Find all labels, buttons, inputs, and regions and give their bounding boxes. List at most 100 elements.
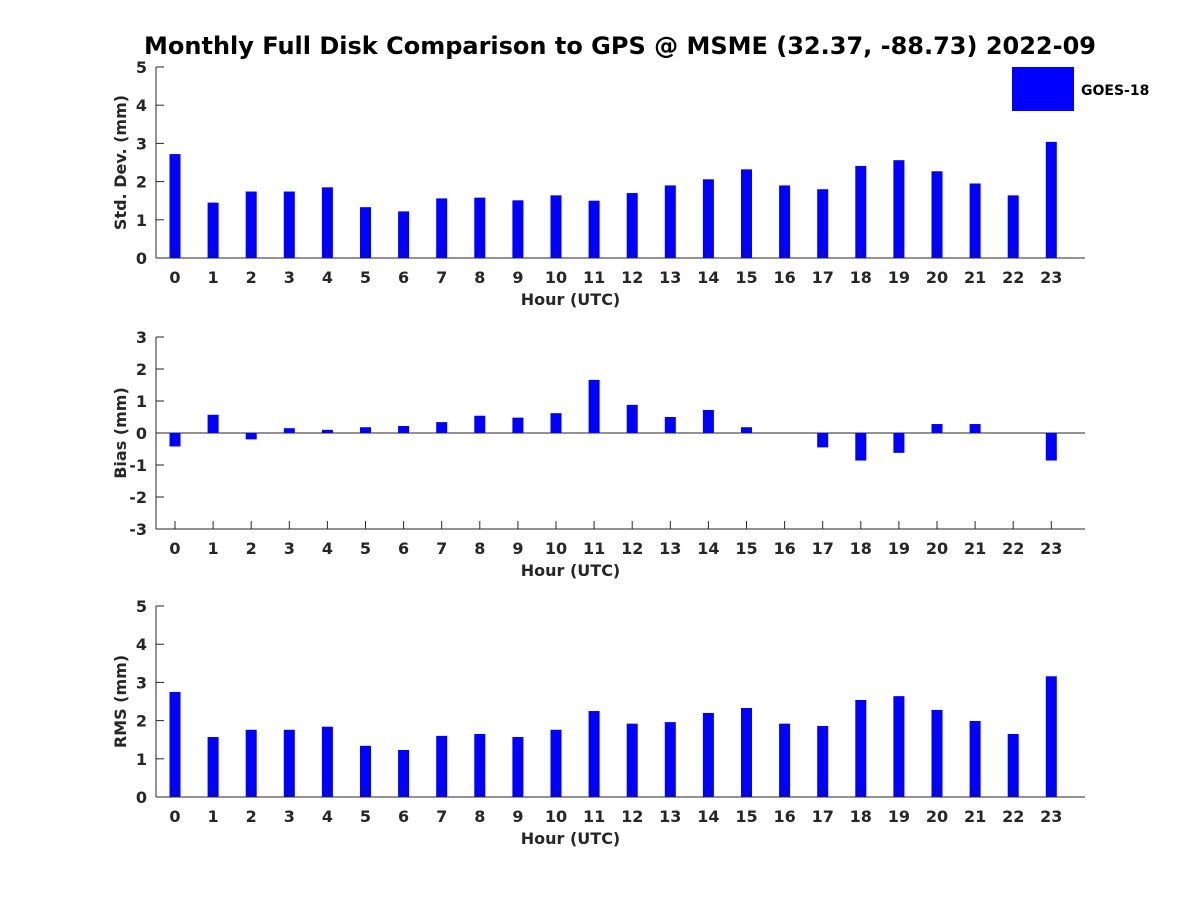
bar	[245, 191, 257, 258]
bar	[169, 433, 181, 447]
bar	[169, 154, 181, 258]
y-tick-label: 0	[136, 249, 147, 268]
x-tick-label: 3	[284, 539, 295, 558]
x-tick-label: 2	[246, 539, 257, 558]
bar	[741, 707, 752, 797]
x-tick-label: 5	[360, 268, 371, 287]
x-tick-label: 6	[398, 807, 409, 826]
x-tick-label: 12	[621, 539, 643, 558]
bar	[893, 696, 905, 797]
bar	[702, 179, 714, 258]
y-tick-label: 5	[136, 58, 147, 77]
bar	[512, 417, 524, 433]
bar	[474, 197, 486, 258]
x-tick-label: 20	[926, 807, 948, 826]
x-tick-label: 0	[169, 807, 180, 826]
bar	[398, 425, 410, 433]
bar	[550, 729, 562, 797]
bar	[1045, 433, 1057, 461]
bar	[626, 723, 638, 797]
bar	[207, 737, 219, 797]
bar	[626, 193, 638, 258]
y-tick-label: 2	[136, 173, 147, 192]
x-tick-label: 17	[812, 539, 834, 558]
x-tick-label: 11	[583, 807, 605, 826]
x-tick-label: 22	[1002, 807, 1024, 826]
bar	[893, 160, 905, 258]
bar	[626, 404, 638, 433]
y-tick-label: 2	[136, 712, 147, 731]
bar	[702, 712, 714, 797]
x-tick-label: 11	[583, 539, 605, 558]
x-tick-label: 11	[583, 268, 605, 287]
bar	[817, 189, 829, 258]
chart-title: Monthly Full Disk Comparison to GPS @ MS…	[144, 32, 1096, 60]
x-tick-label: 20	[926, 539, 948, 558]
bar	[702, 409, 714, 433]
x-tick-label: 18	[850, 539, 872, 558]
bar	[969, 720, 981, 797]
x-tick-label: 16	[773, 539, 795, 558]
x-tick-label: 6	[398, 268, 409, 287]
x-tick-label: 18	[850, 807, 872, 826]
x-tick-label: 1	[208, 539, 219, 558]
x-tick-label: 5	[360, 807, 371, 826]
y-axis-label: Bias (mm)	[111, 387, 130, 479]
bar	[664, 185, 676, 258]
bar	[474, 415, 486, 433]
x-tick-label: 5	[360, 539, 371, 558]
x-tick-label: 8	[474, 539, 485, 558]
bar	[436, 198, 448, 258]
x-tick-label: 13	[659, 268, 681, 287]
x-tick-label: 19	[888, 268, 910, 287]
y-tick-label: 5	[136, 597, 147, 616]
bar	[779, 185, 791, 258]
bar	[1045, 141, 1057, 258]
x-tick-label: 8	[474, 807, 485, 826]
bar	[398, 211, 410, 258]
x-tick-label: 14	[697, 539, 719, 558]
x-tick-label: 22	[1002, 539, 1024, 558]
y-tick-label: 3	[136, 134, 147, 153]
x-tick-label: 9	[512, 539, 523, 558]
bar	[283, 191, 295, 258]
bar	[207, 414, 219, 433]
legend-label: GOES-18	[1081, 83, 1149, 99]
bar	[360, 745, 371, 797]
x-tick-label: 8	[474, 268, 485, 287]
x-tick-label: 0	[169, 539, 180, 558]
bar	[855, 433, 867, 461]
legend: GOES-18	[1012, 67, 1149, 111]
bar	[855, 699, 867, 797]
y-axis-label: RMS (mm)	[111, 655, 130, 748]
x-tick-label: 10	[545, 268, 567, 287]
bar	[321, 187, 333, 258]
bar	[360, 427, 371, 433]
x-tick-label: 4	[322, 268, 333, 287]
bar	[741, 427, 752, 433]
bar	[436, 422, 448, 433]
x-axis-label: Hour (UTC)	[521, 290, 621, 309]
x-tick-label: 7	[436, 539, 447, 558]
bar	[321, 429, 333, 433]
bar	[817, 433, 829, 448]
bar	[321, 726, 333, 797]
x-tick-label: 2	[246, 268, 257, 287]
x-tick-label: 10	[545, 807, 567, 826]
bar	[741, 169, 752, 258]
x-tick-label: 1	[208, 268, 219, 287]
bar	[855, 165, 867, 258]
y-tick-label: 0	[136, 788, 147, 807]
y-tick-label: -2	[129, 488, 147, 507]
bar	[779, 723, 791, 797]
y-tick-label: 1	[136, 211, 147, 230]
y-tick-label: 1	[136, 392, 147, 411]
bar	[245, 729, 257, 797]
y-tick-label: 3	[136, 673, 147, 692]
x-tick-label: 23	[1040, 268, 1062, 287]
x-tick-label: 20	[926, 268, 948, 287]
